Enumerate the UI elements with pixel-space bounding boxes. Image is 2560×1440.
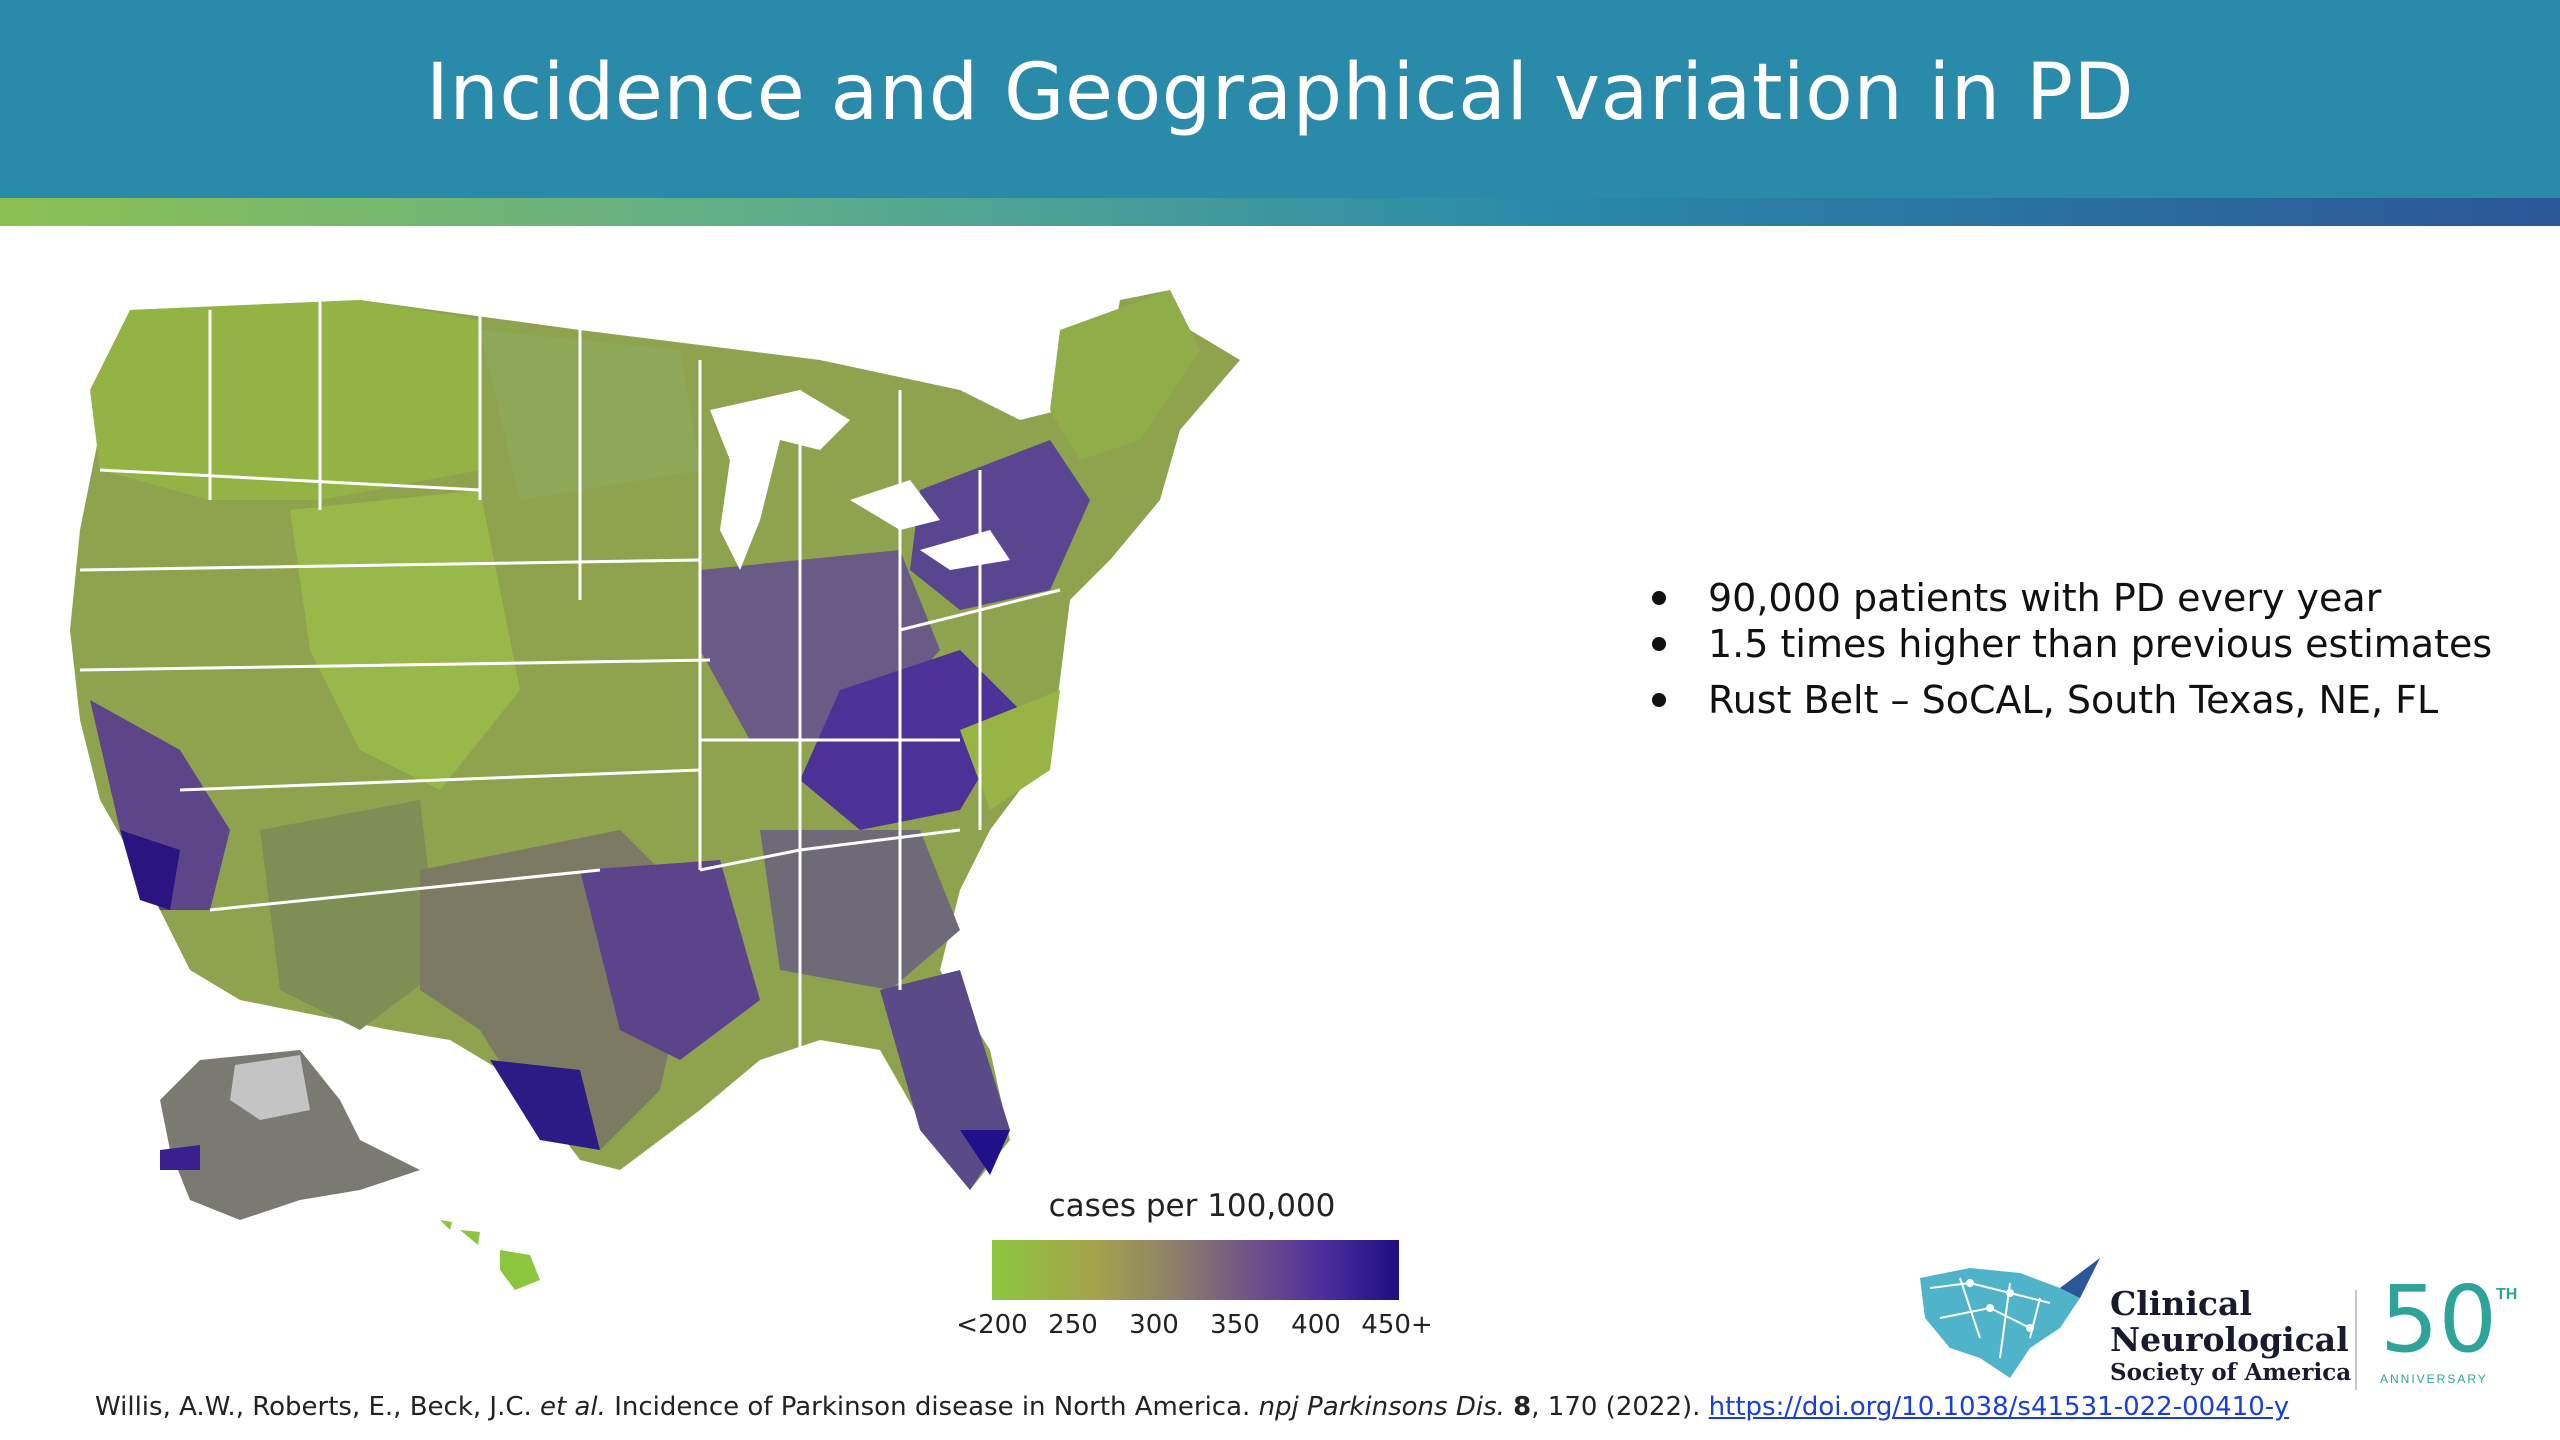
- legend-tick: 300: [1129, 1310, 1179, 1340]
- us-county-map: [60, 270, 1700, 1400]
- great-lakes: [710, 390, 1010, 570]
- alaska: [160, 1050, 420, 1220]
- hawaii: [440, 1220, 540, 1290]
- accent-strip: [0, 198, 2560, 226]
- region-southwest: [260, 800, 440, 1030]
- region-southeast: [760, 830, 960, 990]
- region-northwest: [90, 300, 480, 500]
- map-svg: [70, 290, 1240, 1290]
- bullet-item: 1.5 times higher than previous estimates: [1640, 621, 2520, 667]
- region-socal: [90, 700, 230, 910]
- region-socal-core: [120, 830, 180, 910]
- bullet-dot-icon: [1652, 591, 1666, 605]
- legend-title: cases per 100,000: [1048, 1188, 1336, 1224]
- bullet-item: Rust Belt – SoCAL, South Texas, NE, FL: [1640, 677, 2520, 723]
- bullet-dot-icon: [1652, 637, 1666, 651]
- state-borders: [79, 300, 1061, 1050]
- legend-tick: 250: [1048, 1310, 1098, 1340]
- region-carolina: [960, 690, 1060, 810]
- anniversary-label: ANNIVERSARY: [2380, 1372, 2488, 1386]
- anniversary-number: 50: [2380, 1266, 2498, 1373]
- legend-tick: 350: [1210, 1310, 1260, 1340]
- legend-tick: 450+: [1361, 1310, 1433, 1340]
- logo-name: Clinical Neurological Society of America: [2110, 1284, 2352, 1387]
- region-gulf: [580, 860, 760, 1060]
- title-bar: Incidence and Geographical variation in …: [0, 0, 2560, 198]
- brain-map-logo-icon: [1920, 1258, 2100, 1378]
- slide-title: Incidence and Geographical variation in …: [425, 48, 2135, 138]
- doi-link[interactable]: https://doi.org/10.1038/s41531-022-00410…: [1708, 1392, 2290, 1422]
- bullet-list: 90,000 patients with PD every year 1.5 t…: [1640, 575, 2520, 723]
- legend-tick: <200: [956, 1310, 1028, 1340]
- region-florida-tip: [960, 1130, 1010, 1175]
- bullet-item: 90,000 patients with PD every year: [1640, 575, 2520, 621]
- alaska-gray: [230, 1055, 310, 1120]
- cnsa-logo: Clinical Neurological Society of America…: [1910, 1228, 2530, 1408]
- citation: Willis, A.W., Roberts, E., Beck, J.C. et…: [95, 1392, 2290, 1422]
- legend-tick: 400: [1291, 1310, 1341, 1340]
- alaska-purple: [160, 1145, 200, 1170]
- bullet-dot-icon: [1652, 693, 1666, 707]
- logo-divider: [2355, 1290, 2357, 1390]
- anniversary-suffix: TH: [2496, 1286, 2518, 1303]
- legend-color-bar: [992, 1240, 1399, 1300]
- region-new-england: [1050, 290, 1200, 460]
- region-south-texas: [490, 1060, 600, 1150]
- region-plains-north: [480, 330, 700, 500]
- legend-ticks: <200 250 300 350 400 450+: [956, 1310, 1433, 1350]
